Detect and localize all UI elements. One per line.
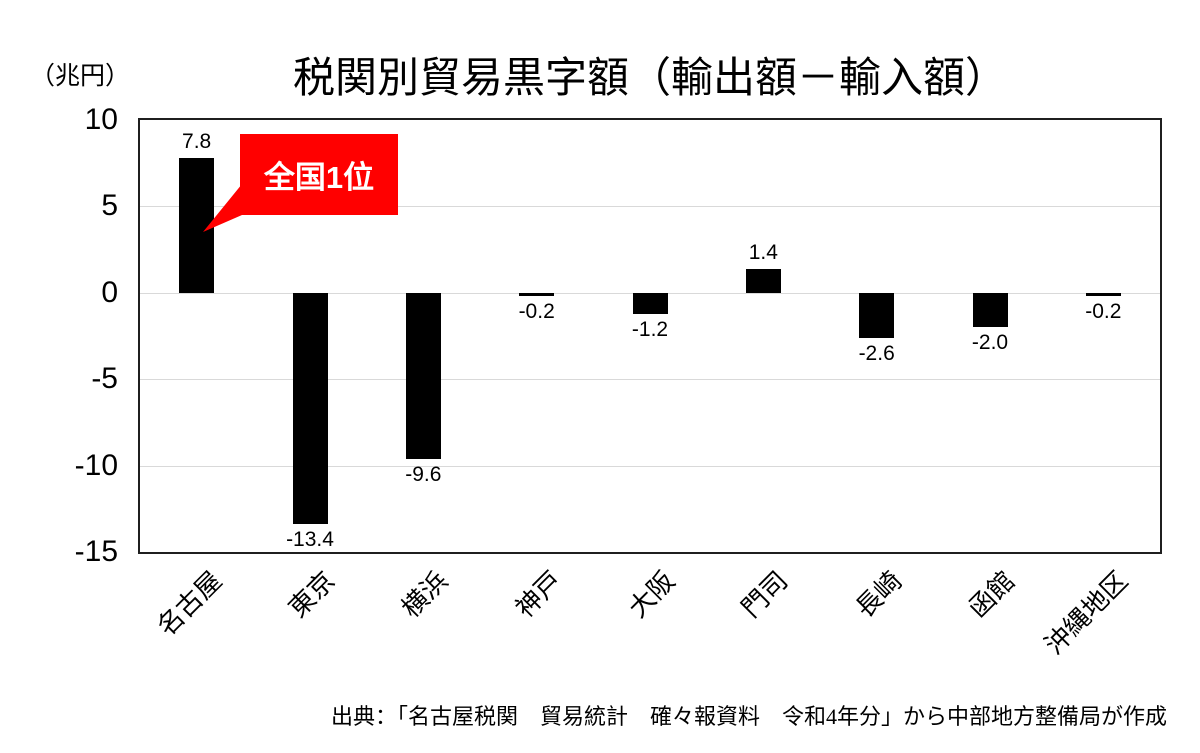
bar-value-label: -2.0 — [971, 331, 1009, 355]
bar-value-label: -0.2 — [1085, 300, 1122, 324]
x-axis-label: 横浜 — [395, 565, 454, 624]
callout-tail — [203, 184, 242, 232]
x-axis-label: 東京 — [282, 565, 341, 624]
bar-value-label: -0.2 — [518, 300, 555, 324]
bar — [292, 292, 328, 525]
y-tick-label: 5 — [101, 189, 118, 223]
gridline — [140, 379, 1160, 381]
x-axis-label: 長崎 — [849, 565, 908, 624]
bar-value-label: -2.6 — [858, 341, 895, 365]
rank-callout: 全国1位 — [240, 134, 398, 215]
y-tick-label: -10 — [74, 448, 118, 482]
y-tick-label: -15 — [74, 535, 118, 568]
bar — [405, 292, 441, 459]
bar — [1085, 292, 1121, 297]
y-tick-label: -5 — [91, 362, 118, 396]
x-axis-label: 大阪 — [622, 565, 681, 624]
y-axis-unit-label: （兆円） — [30, 63, 131, 90]
bar — [972, 292, 1008, 328]
y-tick-label: 0 — [101, 275, 118, 309]
chart-title: 税関別貿易黒字額（輸出額－輸入額） — [292, 56, 1007, 102]
bar-value-label: 1.4 — [748, 240, 778, 264]
x-axis-label: 函館 — [962, 565, 1021, 624]
y-tick-label: 10 — [84, 103, 118, 136]
bar-value-label: -13.4 — [286, 528, 334, 552]
bar — [179, 158, 215, 293]
x-axis-label: 沖縄地区 — [1039, 565, 1134, 661]
bar-value-label: 7.8 — [182, 130, 212, 154]
bar-value-label: -1.2 — [631, 317, 669, 341]
bar — [519, 292, 555, 297]
gridline — [140, 465, 1160, 467]
rank-callout-label: 全国1位 — [263, 160, 375, 195]
x-axis-label: 門司 — [735, 565, 794, 624]
x-axis-label: 神戸 — [509, 565, 568, 624]
plot-area — [140, 120, 1160, 552]
bar — [745, 268, 781, 293]
bar-value-label: -9.6 — [405, 462, 442, 486]
source-attribution: 出典：「名古屋税関 貿易統計 確々報資料 令和4年分」から中部地方整備局が作成 — [330, 704, 1167, 729]
bar — [632, 292, 668, 314]
bar — [859, 292, 895, 338]
x-axis-label: 名古屋 — [150, 565, 228, 642]
gridline — [140, 206, 1160, 208]
